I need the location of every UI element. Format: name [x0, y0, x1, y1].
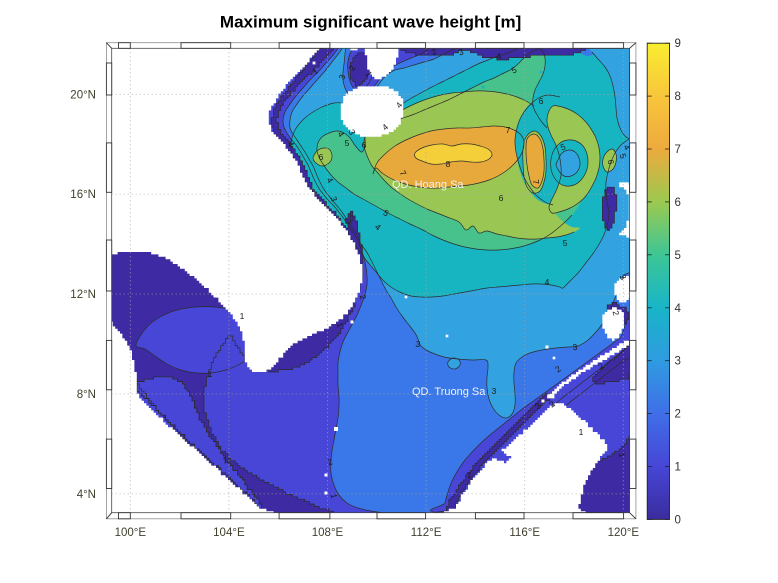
svg-text:3: 3 — [675, 356, 681, 368]
svg-text:3: 3 — [328, 195, 339, 203]
svg-text:6: 6 — [606, 159, 617, 166]
svg-text:4: 4 — [335, 129, 346, 138]
svg-text:4: 4 — [285, 140, 296, 149]
svg-text:8: 8 — [446, 159, 451, 169]
svg-text:20°N: 20°N — [70, 89, 96, 101]
svg-text:2: 2 — [465, 469, 474, 480]
svg-text:2: 2 — [358, 293, 369, 300]
svg-text:100°E: 100°E — [115, 527, 147, 539]
svg-text:5: 5 — [559, 141, 567, 152]
svg-text:9: 9 — [675, 38, 681, 50]
svg-text:5: 5 — [510, 64, 519, 75]
svg-text:8°N: 8°N — [77, 389, 96, 401]
svg-text:6: 6 — [319, 152, 324, 162]
svg-text:3: 3 — [457, 46, 464, 57]
svg-text:7: 7 — [506, 125, 511, 135]
svg-text:104°E: 104°E — [213, 527, 245, 539]
svg-text:4: 4 — [373, 222, 383, 233]
svg-text:1: 1 — [310, 65, 320, 76]
svg-text:1: 1 — [334, 321, 345, 329]
svg-text:108°E: 108°E — [312, 527, 344, 539]
svg-text:6: 6 — [499, 193, 504, 203]
svg-text:2: 2 — [611, 309, 622, 316]
svg-text:3: 3 — [572, 342, 578, 352]
svg-text:6: 6 — [675, 197, 681, 209]
svg-text:1: 1 — [208, 369, 213, 379]
svg-text:7: 7 — [397, 168, 408, 177]
svg-text:3: 3 — [346, 127, 357, 136]
svg-text:2: 2 — [430, 46, 438, 57]
svg-text:120°E: 120°E — [608, 527, 640, 539]
svg-text:116°E: 116°E — [509, 527, 540, 539]
svg-text:1: 1 — [364, 69, 375, 79]
svg-text:1: 1 — [579, 427, 584, 437]
svg-text:1: 1 — [329, 493, 340, 500]
svg-text:QD. Hoang Sa: QD. Hoang Sa — [392, 179, 464, 191]
svg-text:7: 7 — [675, 144, 681, 156]
svg-text:0: 0 — [675, 514, 681, 526]
svg-text:4: 4 — [380, 121, 390, 132]
svg-text:8: 8 — [675, 91, 681, 103]
svg-text:4°N: 4°N — [77, 489, 96, 501]
svg-text:5: 5 — [675, 250, 681, 262]
svg-text:2: 2 — [675, 409, 681, 421]
svg-text:4: 4 — [621, 142, 632, 151]
svg-text:6: 6 — [362, 140, 367, 150]
svg-text:4: 4 — [324, 175, 335, 184]
svg-text:1: 1 — [221, 454, 228, 465]
svg-text:4: 4 — [394, 100, 405, 110]
svg-text:3: 3 — [415, 339, 422, 350]
svg-text:QD. Truong Sa: QD. Truong Sa — [412, 386, 486, 398]
svg-text:5: 5 — [345, 138, 350, 148]
svg-text:3: 3 — [492, 386, 497, 396]
svg-text:4: 4 — [545, 277, 550, 287]
svg-text:5: 5 — [381, 207, 390, 218]
svg-text:16°N: 16°N — [70, 189, 96, 201]
svg-text:3: 3 — [617, 272, 628, 281]
svg-text:Maximum significant wave heigh: Maximum significant wave height [m] — [220, 13, 521, 32]
svg-text:2: 2 — [553, 363, 563, 374]
svg-text:5: 5 — [563, 238, 568, 248]
svg-text:7: 7 — [531, 179, 542, 186]
svg-text:2: 2 — [596, 360, 606, 371]
svg-text:3: 3 — [336, 73, 347, 81]
svg-text:5: 5 — [617, 152, 628, 160]
svg-text:1: 1 — [675, 462, 681, 474]
svg-text:2: 2 — [346, 63, 357, 72]
svg-text:4: 4 — [496, 51, 503, 62]
svg-text:3: 3 — [533, 400, 543, 411]
svg-text:112°E: 112°E — [411, 527, 442, 539]
svg-text:2: 2 — [547, 398, 557, 409]
svg-text:6: 6 — [539, 96, 544, 106]
svg-text:2: 2 — [326, 456, 334, 467]
svg-text:1: 1 — [616, 451, 627, 459]
svg-text:1: 1 — [240, 311, 245, 321]
svg-text:12°N: 12°N — [70, 289, 96, 301]
svg-text:4: 4 — [675, 303, 682, 315]
